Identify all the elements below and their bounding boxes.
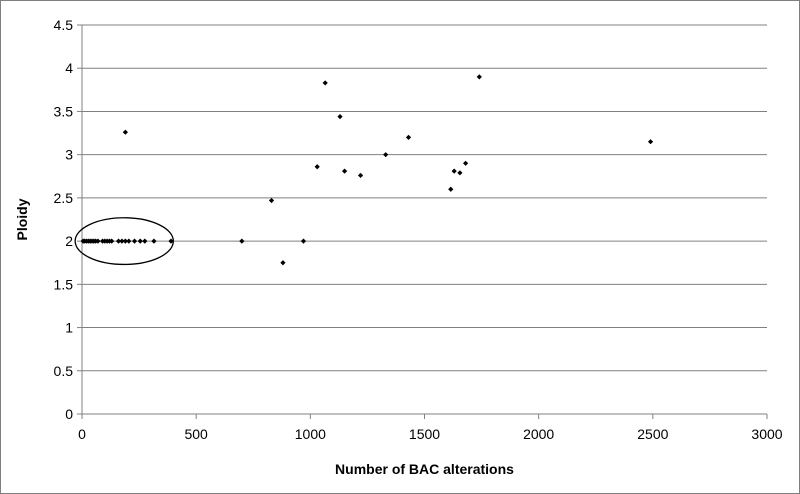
data-point (131, 238, 138, 244)
data-point (142, 238, 148, 244)
data-point (119, 238, 125, 244)
data-point (476, 74, 482, 80)
data-point (151, 238, 157, 244)
y-tick-label: 0 (65, 406, 73, 422)
data-point (122, 238, 128, 244)
data-point (457, 170, 463, 176)
data-point (122, 129, 128, 135)
x-tick-label: 1500 (409, 426, 440, 442)
data-point (115, 238, 122, 244)
x-tick-label: 2000 (523, 426, 554, 442)
data-point (405, 134, 412, 140)
y-tick-label: 1 (65, 320, 73, 336)
data-point (463, 160, 469, 166)
y-tick-label: 4.5 (54, 17, 74, 33)
data-point (383, 152, 389, 158)
data-point (451, 168, 457, 174)
data-point (337, 114, 343, 120)
data-point (280, 260, 286, 266)
x-tick-label: 500 (184, 426, 208, 442)
data-point (137, 238, 143, 244)
data-point (322, 80, 328, 86)
data-point (314, 164, 320, 170)
data-point (168, 238, 174, 244)
x-axis-title: Number of BAC alterations (335, 461, 514, 477)
y-tick-label: 4 (65, 60, 73, 76)
x-tick-labels: 0 500 1000 1500 2000 2500 3000 (78, 426, 783, 442)
data-point (109, 238, 115, 244)
y-tick-label: 2 (65, 233, 73, 249)
data-point (239, 238, 245, 244)
data-point (126, 238, 132, 244)
gridlines (77, 24, 767, 415)
y-tick-label: 2.5 (54, 190, 74, 206)
data-point (95, 238, 101, 244)
y-tick-label: 0.5 (54, 363, 74, 379)
data-point (268, 197, 275, 204)
highlight-group (74, 217, 174, 266)
x-tick-label: 0 (78, 426, 86, 442)
y-tick-labels: 0 0.5 1 1.5 2 2.5 3 3.5 4 4.5 (54, 17, 74, 422)
x-tick-label: 3000 (751, 426, 782, 442)
y-tick-label: 1.5 (54, 276, 74, 292)
data-point (448, 186, 454, 192)
y-tick-label: 3.5 (54, 103, 74, 119)
x-tick-label: 2500 (637, 426, 668, 442)
data-point (647, 139, 654, 145)
y-tick-label: 3 (65, 147, 73, 163)
data-point (300, 238, 307, 244)
y-axis-title: Ploidy (14, 198, 30, 240)
axes (81, 25, 768, 419)
data-point (357, 172, 364, 179)
x-tick-label: 1000 (295, 426, 326, 442)
highlight-ellipse (74, 217, 174, 266)
data-points (80, 74, 654, 266)
data-point (341, 168, 348, 174)
